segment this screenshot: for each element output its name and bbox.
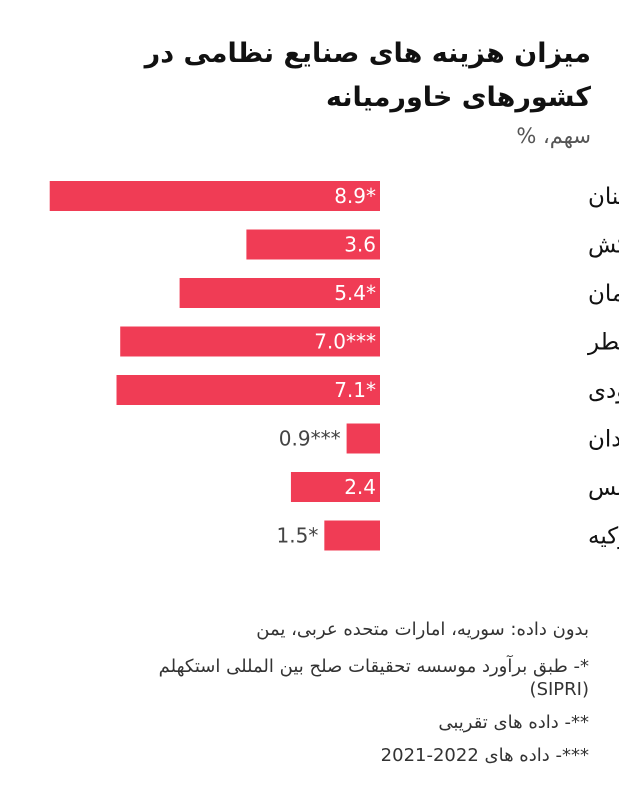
chart-unit-label: سهم، % xyxy=(516,124,591,148)
footnotes: بدون داده: سوریه، امارات متحده عربی، یمن… xyxy=(119,618,589,777)
category-label: لبنان xyxy=(588,184,619,210)
value-label: 7.1* xyxy=(334,378,376,402)
chart-title: میزان هزینه های صنایع نظامی در کشورهای خ… xyxy=(144,38,591,113)
value-label: 3.6 xyxy=(344,233,376,257)
value-label: 2.4 xyxy=(344,475,376,499)
footnote-years: ***- داده های 2022-2021 xyxy=(380,745,589,766)
bar xyxy=(179,278,380,308)
category-label: سودان xyxy=(588,427,619,453)
bar xyxy=(346,423,380,454)
footnote-sipri: *- طبق برآورد موسسه تحقیقات صلح بین المل… xyxy=(158,656,589,700)
value-label: 5.4* xyxy=(334,281,376,305)
bar xyxy=(49,181,380,211)
value-label: 8.9* xyxy=(334,184,376,208)
category-label: مراکش xyxy=(588,233,619,259)
category-label: عمان xyxy=(588,281,619,307)
footnote-no-data: بدون داده: سوریه، امارات متحده عربی، یمن xyxy=(256,619,589,640)
category-label: تونس xyxy=(588,475,619,501)
category-label: ترکیه xyxy=(588,524,619,550)
bar xyxy=(246,229,380,260)
category-label: عربستان سعودی xyxy=(588,378,619,404)
value-label: 7.0*** xyxy=(314,330,376,354)
bar xyxy=(120,326,380,357)
value-label: 0.9*** xyxy=(279,427,341,451)
category-label: قطر xyxy=(587,330,619,356)
bar xyxy=(116,375,380,405)
bar xyxy=(324,520,380,551)
value-label: 1.5* xyxy=(277,524,319,548)
footnote-approx: **- داده های تقریبی xyxy=(438,712,589,733)
bar-chart: لبنان 8.9* مراکش 3.6 عمان 5.4* قطر 7.0*** عربستا… xyxy=(49,181,619,551)
bar xyxy=(290,472,380,502)
